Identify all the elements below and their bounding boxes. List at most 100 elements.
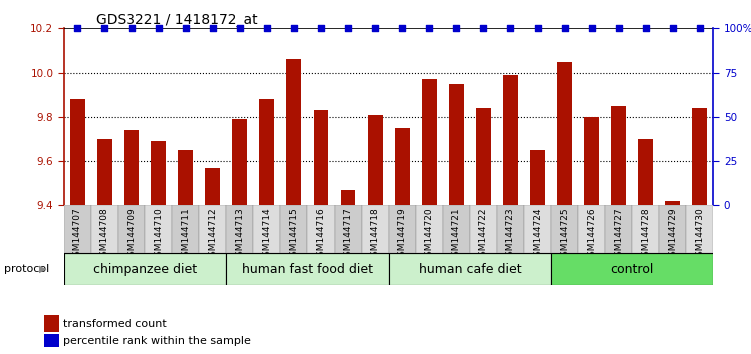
Text: GSM144716: GSM144716 — [316, 208, 325, 262]
Bar — [307, 205, 334, 253]
FancyBboxPatch shape — [551, 253, 713, 285]
Bar — [70, 99, 85, 205]
Point — [586, 25, 598, 31]
Text: control: control — [611, 263, 654, 275]
Text: GSM144721: GSM144721 — [452, 208, 461, 262]
Point — [640, 25, 652, 31]
Bar — [665, 201, 680, 205]
Text: GDS3221 / 1418172_at: GDS3221 / 1418172_at — [96, 13, 258, 27]
Bar — [605, 205, 632, 253]
FancyBboxPatch shape — [64, 253, 226, 285]
Bar — [172, 205, 199, 253]
Bar — [638, 139, 653, 205]
Bar — [692, 108, 707, 205]
Text: GSM144712: GSM144712 — [208, 208, 217, 262]
Text: protocol: protocol — [4, 264, 49, 274]
Text: GSM144724: GSM144724 — [533, 208, 542, 262]
Point — [694, 25, 706, 31]
Bar — [91, 205, 118, 253]
Bar — [232, 119, 247, 205]
Point — [424, 25, 436, 31]
Bar — [178, 150, 193, 205]
Bar — [470, 205, 497, 253]
Bar — [584, 117, 599, 205]
Text: GSM144718: GSM144718 — [370, 208, 379, 262]
Bar — [632, 205, 659, 253]
Bar — [395, 128, 409, 205]
Text: GSM144707: GSM144707 — [73, 208, 82, 262]
Text: human cafe diet: human cafe diet — [418, 263, 521, 275]
Bar — [416, 205, 443, 253]
Text: GSM144710: GSM144710 — [154, 208, 163, 262]
Bar — [443, 205, 470, 253]
Bar — [557, 62, 572, 205]
Point — [234, 25, 246, 31]
Bar — [205, 168, 220, 205]
Bar — [341, 190, 355, 205]
Text: GSM144727: GSM144727 — [614, 208, 623, 262]
Bar — [334, 205, 361, 253]
Text: GSM144726: GSM144726 — [587, 208, 596, 262]
Bar — [64, 205, 91, 253]
Bar — [151, 141, 166, 205]
Point — [342, 25, 354, 31]
Point — [152, 25, 164, 31]
Bar — [476, 108, 491, 205]
FancyBboxPatch shape — [226, 253, 389, 285]
Text: transformed count: transformed count — [63, 319, 167, 329]
Bar — [503, 75, 518, 205]
Bar — [578, 205, 605, 253]
Bar — [611, 106, 626, 205]
Text: human fast food diet: human fast food diet — [242, 263, 373, 275]
Point — [505, 25, 517, 31]
Text: GSM144725: GSM144725 — [560, 208, 569, 262]
Point — [125, 25, 137, 31]
Text: GSM144723: GSM144723 — [506, 208, 515, 262]
Bar — [449, 84, 464, 205]
Point — [397, 25, 409, 31]
Text: GSM144711: GSM144711 — [181, 208, 190, 262]
Bar — [368, 115, 382, 205]
Point — [667, 25, 679, 31]
Bar — [253, 205, 280, 253]
Point — [478, 25, 490, 31]
Point — [369, 25, 381, 31]
Text: GSM144722: GSM144722 — [479, 208, 488, 262]
Text: GSM144708: GSM144708 — [100, 208, 109, 262]
Bar — [389, 205, 416, 253]
Text: chimpanzee diet: chimpanzee diet — [93, 263, 197, 275]
Bar — [361, 205, 389, 253]
Text: GSM144715: GSM144715 — [289, 208, 298, 262]
Point — [559, 25, 571, 31]
Text: GSM144728: GSM144728 — [641, 208, 650, 262]
Bar — [259, 99, 274, 205]
Point — [179, 25, 192, 31]
Bar — [44, 315, 59, 332]
FancyBboxPatch shape — [389, 253, 551, 285]
Text: GSM144730: GSM144730 — [695, 208, 704, 262]
Point — [261, 25, 273, 31]
Bar — [97, 139, 112, 205]
Bar — [44, 334, 59, 347]
Text: percentile rank within the sample: percentile rank within the sample — [63, 336, 251, 346]
Point — [207, 25, 219, 31]
Text: GSM144720: GSM144720 — [425, 208, 434, 262]
Bar — [313, 110, 328, 205]
Bar — [530, 150, 545, 205]
Text: GSM144714: GSM144714 — [262, 208, 271, 262]
Bar — [118, 205, 145, 253]
Point — [315, 25, 327, 31]
Bar — [199, 205, 226, 253]
Text: GSM144729: GSM144729 — [668, 208, 677, 262]
Point — [451, 25, 463, 31]
Bar — [124, 130, 139, 205]
Bar — [145, 205, 172, 253]
Bar — [286, 59, 301, 205]
Point — [98, 25, 110, 31]
Bar — [280, 205, 307, 253]
Text: GSM144717: GSM144717 — [343, 208, 352, 262]
Text: GSM144709: GSM144709 — [127, 208, 136, 262]
Bar — [551, 205, 578, 253]
Point — [288, 25, 300, 31]
Point — [613, 25, 625, 31]
